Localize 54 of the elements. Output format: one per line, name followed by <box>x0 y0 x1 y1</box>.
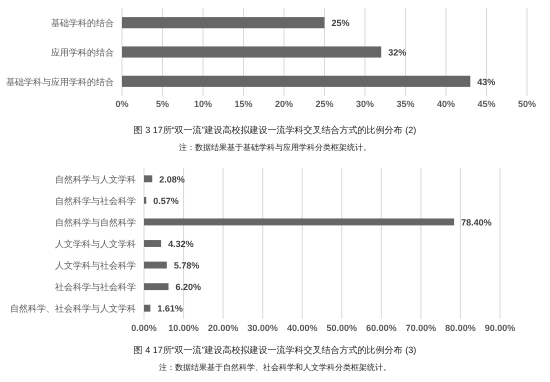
y-tick-label: 人文学科与社会科学 <box>55 260 136 271</box>
text: 图 3 17所“双一流”建设高校拟建设一流学科交叉结合方式的比例分布 (2) <box>134 125 416 135</box>
x-tick-label: 70.00% <box>406 323 436 333</box>
data-label: 1.61% <box>157 304 183 314</box>
x-tick-label: 0% <box>115 99 129 109</box>
data-label: 25% <box>332 18 350 28</box>
bar <box>144 304 150 312</box>
data-label: 5.78% <box>174 260 200 271</box>
x-tick-label: 90.00% <box>484 323 516 333</box>
data-label: 0.57% <box>153 196 179 206</box>
bar <box>144 240 162 247</box>
x-tick-label: 40% <box>436 99 456 109</box>
y-tick-label: 应用学科的结合 <box>51 48 114 58</box>
data-label: 32% <box>388 48 406 58</box>
y-tick-label: 社会科学与社会科学 <box>55 282 136 292</box>
x-tick-label: 10% <box>194 99 212 109</box>
text: 注：数据结果基于基础学科与应用学科分类框架统计。 <box>179 143 371 152</box>
x-tick-label: 40.00% <box>286 323 318 333</box>
text: 注：数据结果基于自然科学、社会科学和人文学科分类框架统计。 <box>159 363 391 372</box>
text: 图 4 17所“双一流”建设高校拟建设一流学科交叉结合方式的比例分布 (3) <box>134 345 416 355</box>
bar <box>144 262 167 269</box>
data-label: 43% <box>477 76 496 87</box>
x-tick-label: 30% <box>356 99 374 109</box>
bar <box>122 17 324 28</box>
x-tick-label: 20% <box>274 99 294 109</box>
bar <box>122 46 382 58</box>
x-tick-label: 20.00% <box>208 323 238 333</box>
y-tick-label: 基础学科与应用学科的结合 <box>6 76 114 87</box>
x-tick-label: 45% <box>477 99 496 109</box>
x-tick-label: 50.00% <box>326 323 358 333</box>
x-tick-label: 10.00% <box>168 323 199 333</box>
x-tick-label: 25% <box>315 99 334 109</box>
x-tick-label: 80.00% <box>445 323 476 333</box>
bar <box>144 283 169 290</box>
y-tick-label: 人文学科与人文学科 <box>55 239 136 249</box>
data-label: 2.08% <box>159 174 185 184</box>
x-tick-label: 35% <box>396 99 415 109</box>
y-tick-label: 自然科学与社会科学 <box>55 196 136 206</box>
bar <box>144 218 454 226</box>
data-label: 78.40% <box>461 217 492 228</box>
x-tick-label: 50% <box>518 99 536 109</box>
x-tick-label: 0.00% <box>131 323 157 333</box>
y-tick-label: 基础学科的结合 <box>51 18 114 28</box>
x-tick-label: 5% <box>156 99 170 109</box>
y-tick-label: 自然科学、社会科学与人文学科 <box>10 304 136 314</box>
bar <box>122 76 470 87</box>
x-tick-label: 60.00% <box>366 323 397 333</box>
bar <box>144 175 152 182</box>
y-tick-label: 自然科学与人文学科 <box>55 174 136 184</box>
data-label: 4.32% <box>168 239 194 249</box>
data-label: 6.20% <box>176 282 202 292</box>
x-tick-label: 15% <box>234 99 253 109</box>
x-tick-label: 30.00% <box>247 323 278 333</box>
y-tick-label: 自然科学与自然科学 <box>55 217 136 228</box>
